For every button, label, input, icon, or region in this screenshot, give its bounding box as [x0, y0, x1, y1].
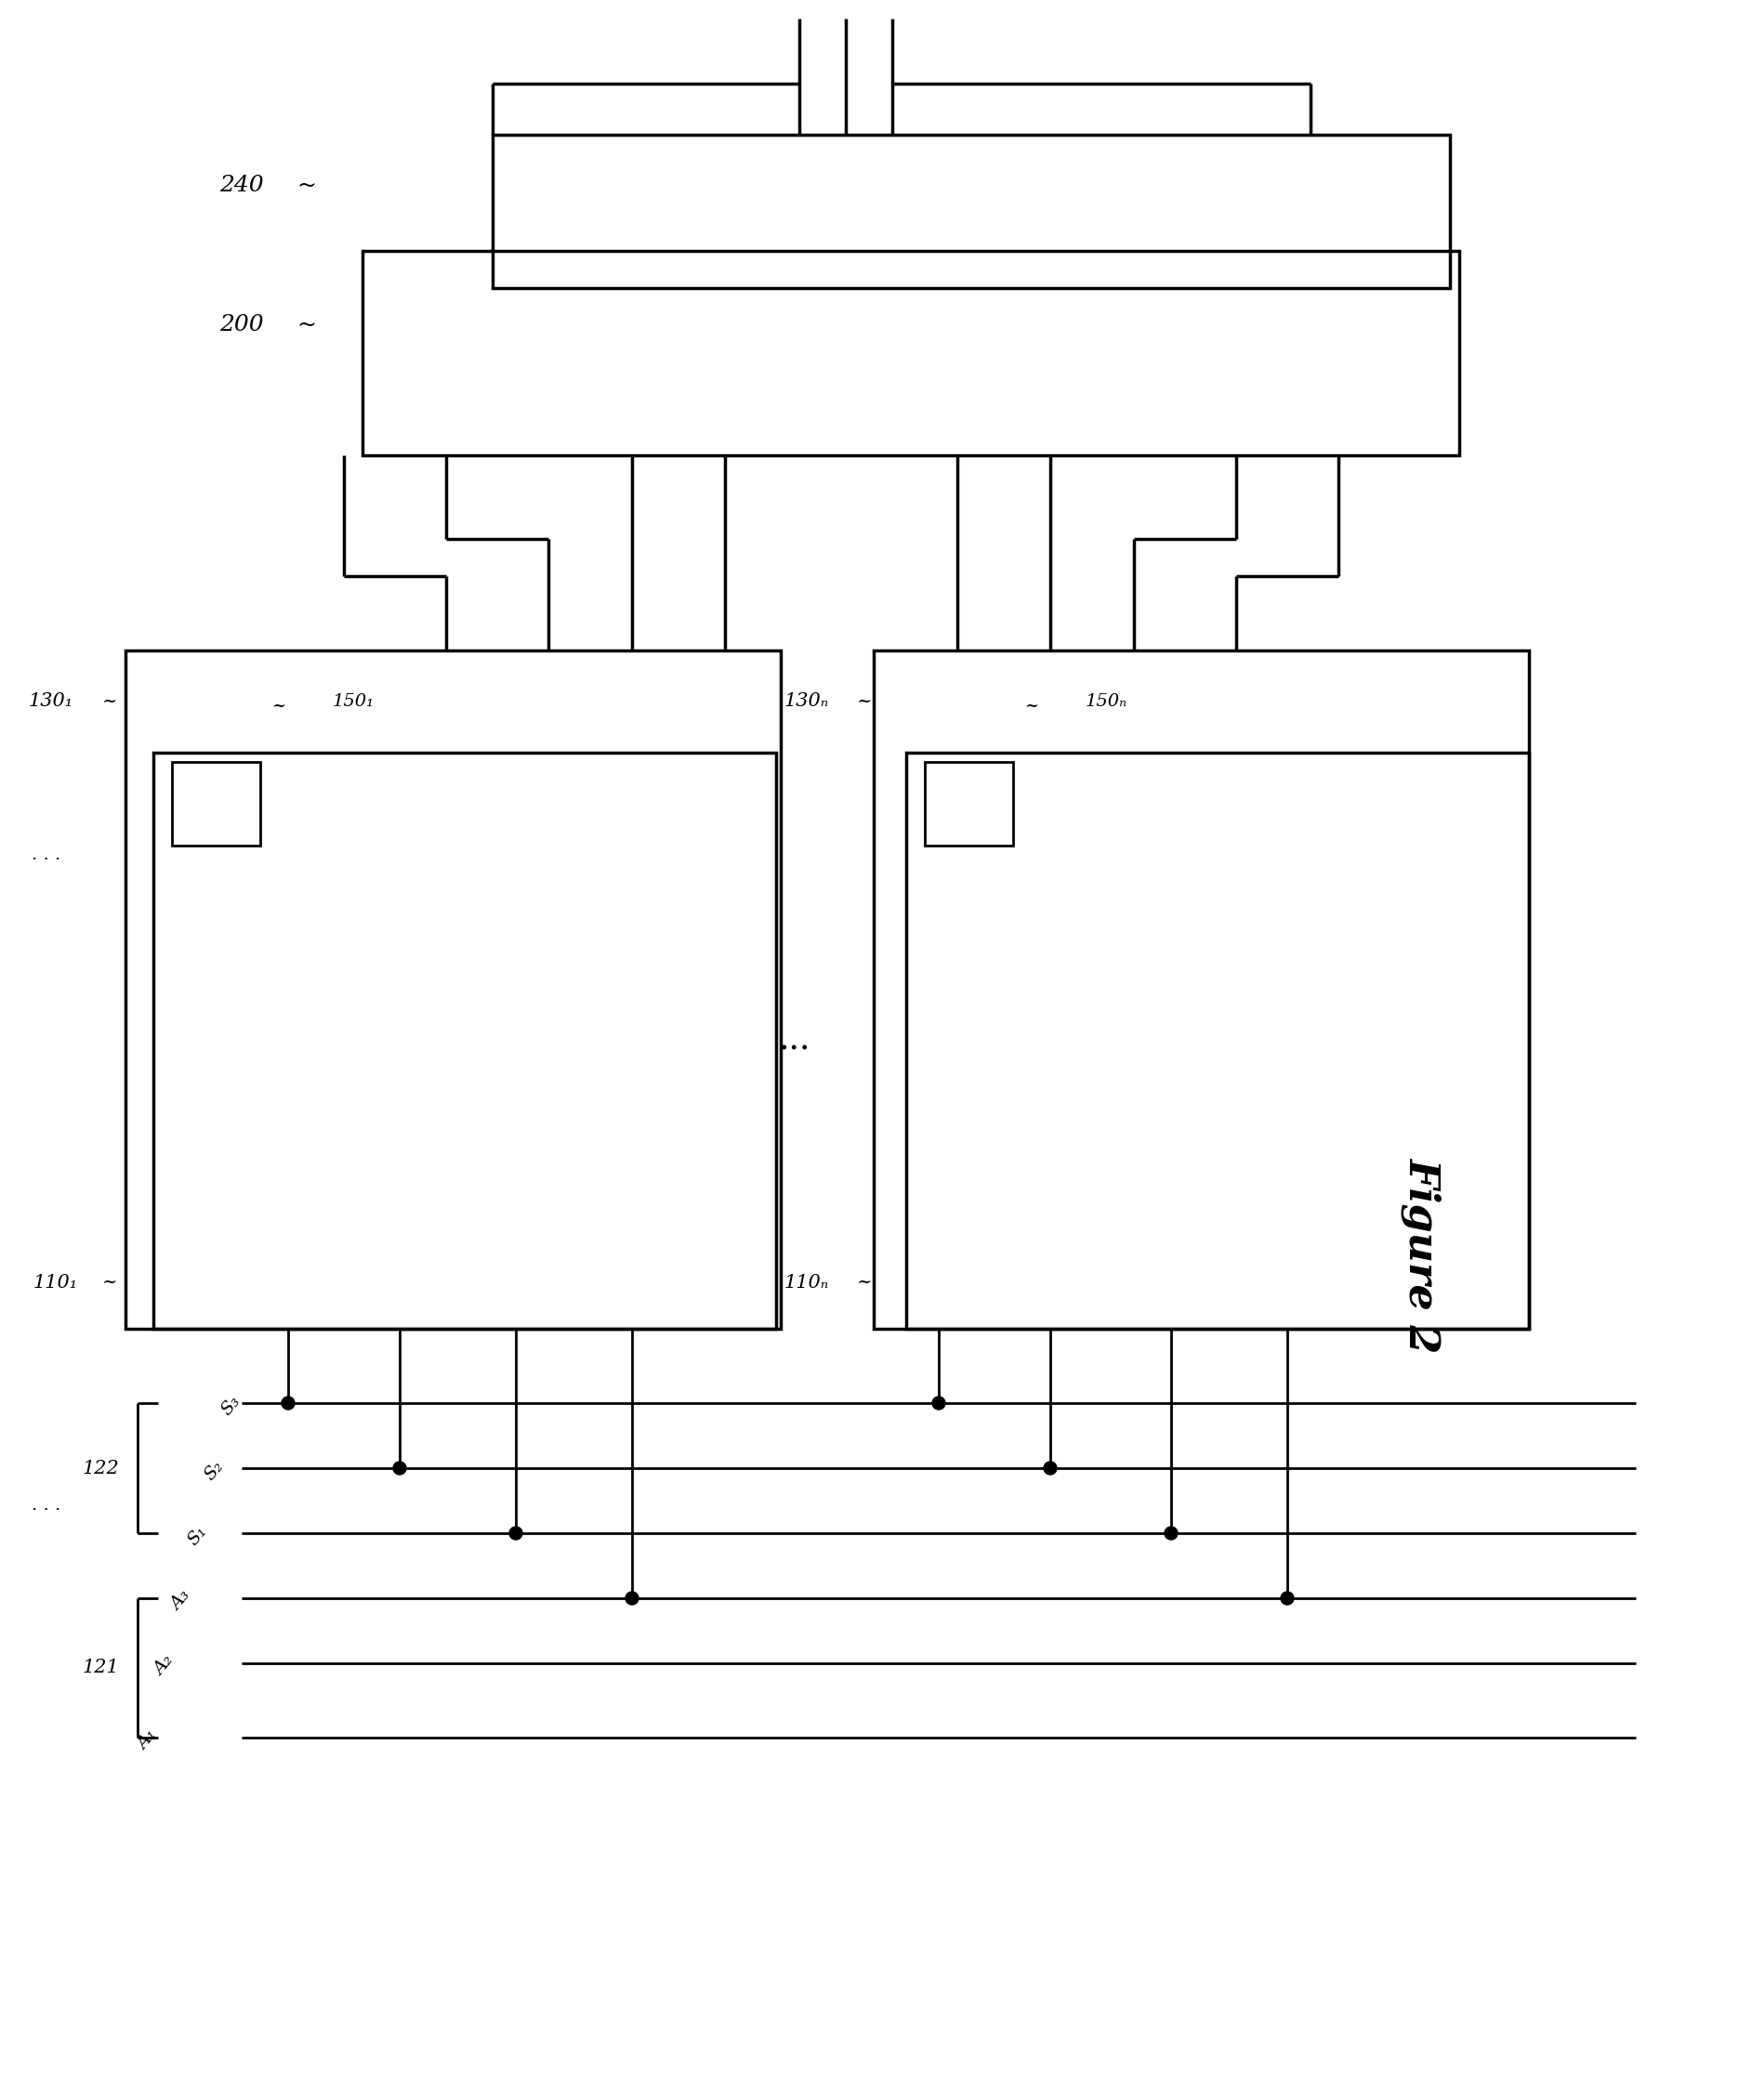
Text: ~: ~	[102, 1275, 117, 1291]
Text: 110ₙ: 110ₙ	[785, 1273, 829, 1291]
Circle shape	[392, 1462, 406, 1474]
Text: ~: ~	[1025, 697, 1039, 714]
Text: 150₁: 150₁	[333, 693, 375, 710]
Text: A₂: A₂	[151, 1653, 177, 1678]
Text: S₃: S₃	[219, 1392, 244, 1418]
Text: ~: ~	[857, 693, 872, 710]
Text: 130ₙ: 130ₙ	[785, 693, 829, 710]
Circle shape	[1044, 1462, 1056, 1474]
Circle shape	[1165, 1527, 1177, 1539]
Text: ~: ~	[298, 174, 317, 197]
Text: 200: 200	[219, 315, 265, 336]
Text: 150ₙ: 150ₙ	[1084, 693, 1127, 710]
Text: ~: ~	[272, 697, 286, 714]
Text: A₃: A₃	[168, 1588, 194, 1613]
Circle shape	[510, 1527, 522, 1539]
Text: . . .: . . .	[32, 846, 61, 863]
Text: S₁: S₁	[186, 1522, 210, 1548]
Text: . . .: . . .	[32, 1497, 61, 1514]
Text: ...: ...	[778, 1025, 811, 1056]
Text: 130₁: 130₁	[28, 693, 74, 710]
Text: ~: ~	[298, 315, 317, 336]
Text: 110₁: 110₁	[33, 1273, 79, 1291]
Circle shape	[1281, 1592, 1293, 1604]
Text: ~: ~	[102, 693, 117, 710]
Text: 240: 240	[219, 174, 265, 197]
Text: ~: ~	[857, 1275, 872, 1291]
Text: S₂: S₂	[201, 1457, 228, 1483]
Text: 121: 121	[82, 1659, 119, 1676]
Circle shape	[282, 1396, 294, 1409]
Circle shape	[932, 1396, 946, 1409]
Text: Figure 2: Figure 2	[1402, 1157, 1442, 1352]
Text: A₁: A₁	[135, 1726, 161, 1754]
Circle shape	[625, 1592, 638, 1604]
Text: 122: 122	[82, 1459, 119, 1476]
